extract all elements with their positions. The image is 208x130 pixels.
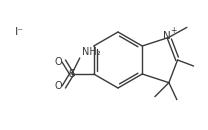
Text: +: + bbox=[171, 26, 177, 35]
Text: I⁻: I⁻ bbox=[15, 27, 24, 37]
Text: N: N bbox=[163, 31, 171, 41]
Text: O: O bbox=[55, 81, 63, 91]
Text: NH₂: NH₂ bbox=[82, 47, 100, 57]
Text: O: O bbox=[55, 57, 63, 67]
Text: S: S bbox=[68, 69, 75, 79]
